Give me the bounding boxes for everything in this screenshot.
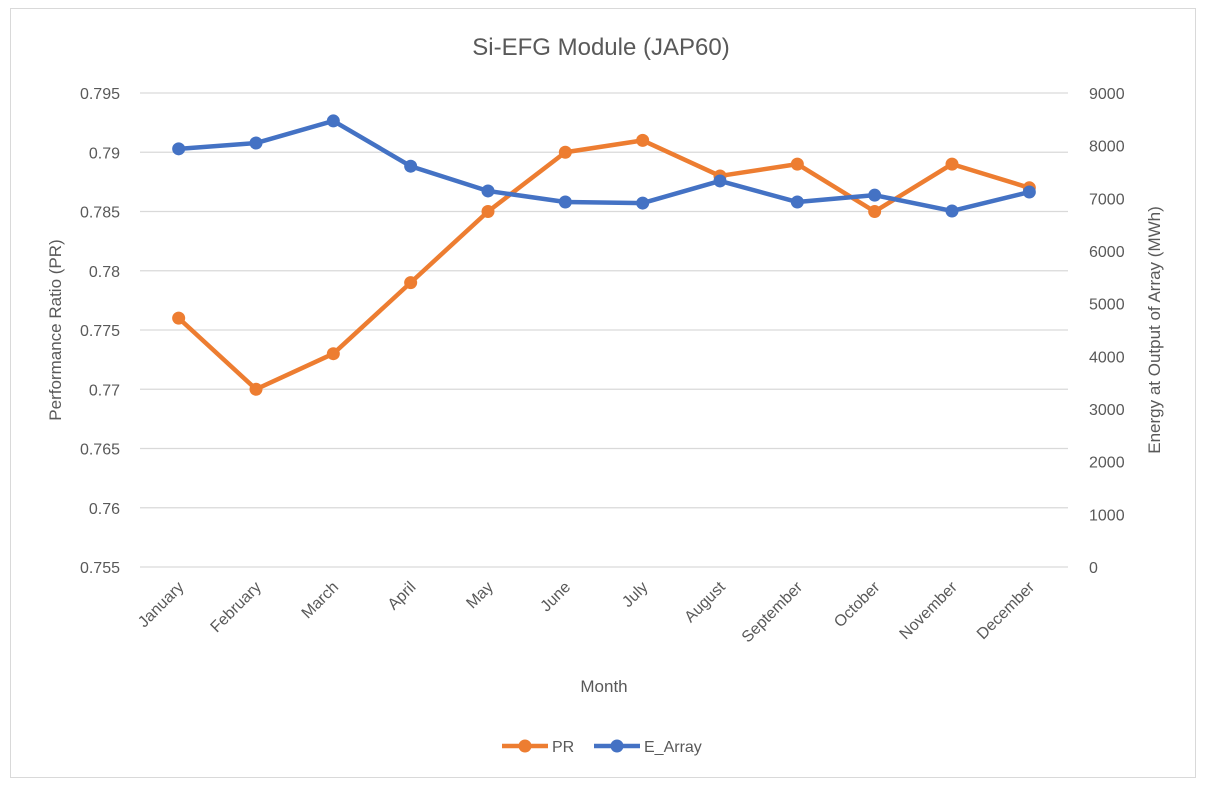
legend: PR E_Array [502, 739, 702, 756]
data-point [868, 205, 882, 218]
data-point [868, 188, 882, 202]
y2-tick-label: 6000 [1089, 244, 1125, 261]
series-line [178, 118, 1030, 214]
y2-tick-label: 3000 [1089, 402, 1125, 419]
legend-label: PR [552, 739, 574, 756]
x-tick-label: October [831, 578, 884, 631]
y2-tick-label: 8000 [1089, 139, 1125, 156]
y-tick-label: 0.755 [80, 560, 120, 577]
x-tick-label: November [897, 578, 962, 643]
data-point [558, 195, 572, 209]
right-axis-ticks: 0 1000 2000 3000 4000 5000 6000 7000 8000 9000 [1089, 86, 1125, 577]
gridlines [140, 92, 1068, 568]
data-point [172, 142, 186, 156]
x-tick-label: January [135, 579, 187, 631]
left-axis-ticks: 0.755 0.76 0.765 0.77 0.775 0.78 0.785 0.79 0.79… [80, 86, 120, 577]
legend-swatch-marker [610, 739, 624, 753]
series-line [177, 138, 1030, 392]
series-pr [172, 133, 1036, 396]
data-point [636, 133, 650, 147]
y-tick-label: 0.76 [89, 501, 120, 518]
x-tick-label: May [463, 579, 496, 612]
data-point [172, 311, 186, 325]
data-point [404, 159, 418, 173]
data-point [326, 114, 340, 128]
y-tick-label: 0.785 [80, 205, 120, 222]
y2-tick-label: 7000 [1089, 191, 1125, 208]
data-point [1022, 185, 1036, 199]
y2-tick-label: 0 [1089, 560, 1098, 577]
data-point [481, 205, 495, 218]
legend-swatch-marker [518, 739, 532, 753]
y-tick-label: 0.78 [89, 264, 120, 281]
data-point [404, 276, 418, 290]
x-tick-label: September [739, 578, 807, 646]
data-point [326, 347, 340, 361]
data-point [945, 157, 959, 171]
y2-tick-label: 5000 [1089, 297, 1125, 314]
y-axis-title: Performance Ratio (PR) [46, 239, 65, 420]
x-tick-label: July [619, 579, 651, 611]
x-tick-label: March [299, 579, 342, 622]
legend-item: PR [502, 739, 574, 756]
y2-tick-label: 1000 [1089, 507, 1125, 524]
y2-tick-label: 4000 [1089, 349, 1125, 366]
series-e-array [172, 114, 1036, 218]
x-tick-label: June [538, 579, 575, 616]
y2-axis-title: Energy at Output of Array (MWh) [1145, 206, 1164, 454]
data-point [713, 174, 727, 188]
data-point [790, 157, 804, 171]
y-tick-label: 0.79 [89, 145, 120, 162]
x-axis-ticks: January February March April May June July Augu… [135, 578, 1038, 646]
y-tick-label: 0.775 [80, 323, 120, 340]
legend-item: E_Array [594, 739, 702, 756]
x-tick-label: August [682, 578, 730, 626]
x-tick-label: February [208, 579, 265, 636]
data-point [558, 145, 572, 159]
data-point [249, 382, 263, 396]
data-point [636, 196, 650, 210]
x-tick-label: December [974, 578, 1039, 643]
data-point [790, 195, 804, 209]
x-axis-title: Month [580, 677, 627, 696]
data-point [481, 184, 495, 198]
legend-label: E_Array [644, 739, 702, 756]
y-tick-label: 0.795 [80, 86, 120, 103]
chart-frame [10, 8, 1196, 778]
y2-tick-label: 2000 [1089, 455, 1125, 472]
chart-title: Si-EFG Module (JAP60) [472, 34, 729, 61]
x-tick-label: April [385, 579, 420, 614]
series-group [172, 114, 1036, 396]
data-point [249, 136, 263, 150]
y2-tick-label: 9000 [1089, 86, 1125, 103]
y-tick-label: 0.77 [89, 382, 120, 399]
data-point [945, 204, 959, 218]
y-tick-label: 0.765 [80, 442, 120, 459]
